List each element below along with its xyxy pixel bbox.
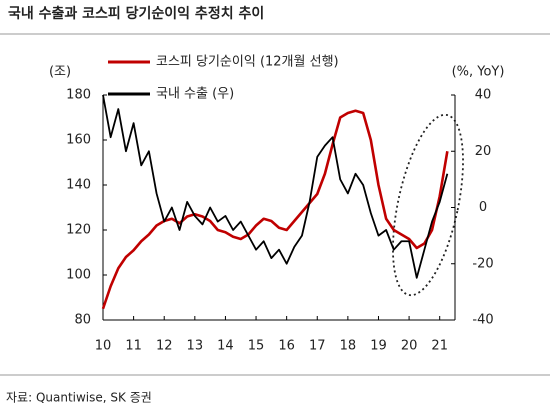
y2-tick-label: 0 — [479, 200, 487, 215]
source: 자료: Quantiwise, SK 증권 — [6, 391, 152, 405]
y2-tick-label: -40 — [472, 313, 493, 328]
y-tick-label: 180 — [66, 88, 91, 103]
x-tick-label: 14 — [217, 339, 234, 354]
x-tick-label: 18 — [340, 339, 357, 354]
x-tick-label: 21 — [431, 339, 448, 354]
y2-tick-label: 20 — [475, 144, 492, 159]
x-tick-label: 17 — [309, 339, 326, 354]
x-tick-label: 10 — [95, 339, 112, 354]
chart-title: 국내 수출과 코스피 당기순이익 추정치 추이 — [8, 5, 264, 22]
y2-tick-label: -20 — [472, 256, 493, 271]
series-line — [101, 109, 449, 310]
x-tick-label: 16 — [278, 339, 295, 354]
y-axis-label: (조) — [49, 65, 71, 80]
y-tick-label: 140 — [66, 178, 91, 193]
y-tick-label: 160 — [66, 133, 91, 148]
x-tick-label: 20 — [401, 339, 418, 354]
highlight-ellipse — [392, 113, 464, 297]
series-line — [102, 94, 449, 279]
x-tick-label: 19 — [370, 339, 387, 354]
y-tick-label: 80 — [74, 313, 91, 328]
y-tick-label: 100 — [66, 268, 91, 283]
legend-label: 코스피 당기순이익 (12개월 선행) — [156, 54, 339, 70]
legend-label: 국내 수출 (우) — [156, 87, 234, 102]
x-tick-label: 15 — [248, 339, 265, 354]
y-tick-label: 120 — [66, 223, 91, 238]
x-tick-label: 11 — [125, 339, 142, 354]
y2-axis-label: (%, YoY) — [452, 65, 505, 80]
x-tick-label: 13 — [187, 339, 204, 354]
x-tick-label: 12 — [156, 339, 173, 354]
y2-tick-label: 40 — [475, 88, 492, 103]
